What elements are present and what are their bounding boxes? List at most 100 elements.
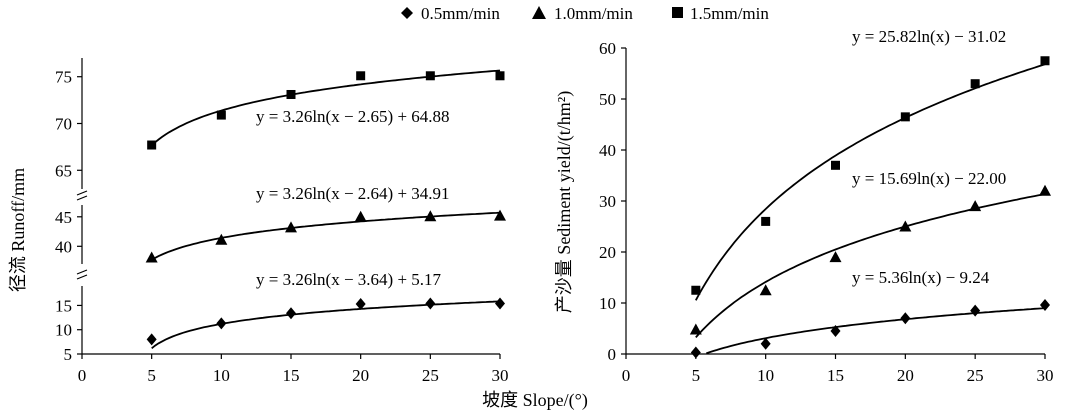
runoff-equation-1.0: y = 3.26ln(x − 2.64) + 34.91 xyxy=(256,184,450,203)
runoff-point-0.5mm/min xyxy=(425,297,436,310)
legend-triangle-marker xyxy=(532,6,546,19)
sediment-point-1.0mm/min xyxy=(829,251,842,263)
runoff-y-tick-label: 45 xyxy=(55,208,72,227)
runoff-data-points xyxy=(145,71,506,346)
sediment-y-tick-label: 40 xyxy=(599,141,616,160)
sediment-equation-1.0: y = 15.69ln(x) − 22.00 xyxy=(852,169,1006,188)
sediment-y-tick-label: 60 xyxy=(599,39,616,58)
legend-item-0.5: 0.5mm/min xyxy=(401,4,500,23)
legend-label-0.5: 0.5mm/min xyxy=(421,4,500,23)
runoff-x-tick-label: 15 xyxy=(283,366,300,385)
sediment-point-0.5mm/min xyxy=(970,304,981,317)
sediment-x-tick-label: 0 xyxy=(622,366,631,385)
runoff-point-1.0mm/min xyxy=(354,210,367,222)
sediment-point-0.5mm/min xyxy=(1040,299,1050,312)
runoff-y-tick-label: 15 xyxy=(55,296,72,315)
sediment-chart: 产沙量 Sediment yield/(t/hm²) 0 5 10 15 20 25 300… xyxy=(554,27,1054,385)
runoff-y-tick-label: 75 xyxy=(55,68,72,87)
runoff-x-tick-label: 10 xyxy=(213,366,230,385)
runoff-x-tick-label: 25 xyxy=(422,366,439,385)
sediment-y-tick-label: 10 xyxy=(599,294,616,313)
sediment-y-tick-label: 20 xyxy=(599,243,616,262)
sediment-point-1.5mm/min xyxy=(970,79,980,89)
legend-label-1.0: 1.0mm/min xyxy=(554,4,633,23)
sediment-point-1.0mm/min xyxy=(899,220,912,232)
runoff-axis-break-mark xyxy=(76,195,88,201)
sediment-y-axis-title: 产沙量 Sediment yield/(t/hm²) xyxy=(554,91,575,313)
runoff-axis-break-mark xyxy=(76,269,88,275)
runoff-fit-curves xyxy=(151,69,501,350)
runoff-point-1.0mm/min xyxy=(215,233,228,245)
sediment-point-1.5mm/min xyxy=(761,216,771,226)
runoff-fit-curve-1.5mm/min xyxy=(151,69,501,146)
runoff-fit-curve-0.5mm/min xyxy=(151,300,501,350)
runoff-point-1.5mm/min xyxy=(356,71,366,81)
sediment-equation-0.5: y = 5.36ln(x) − 9.24 xyxy=(852,268,990,287)
sediment-equation-1.5: y = 25.82ln(x) − 31.02 xyxy=(852,27,1006,46)
runoff-axis-break-mark xyxy=(76,274,88,280)
sediment-fit-curve-1.5mm/min xyxy=(695,63,1046,301)
sediment-y-tick-label: 50 xyxy=(599,90,616,109)
runoff-x-tick-label: 0 xyxy=(78,366,87,385)
sediment-ticks: 0 5 10 15 20 25 30 0 10 20 30 40 50 60 xyxy=(599,39,1054,385)
sediment-point-1.0mm/min xyxy=(759,284,772,296)
sediment-x-tick-label: 15 xyxy=(827,366,844,385)
sediment-point-0.5mm/min xyxy=(900,312,911,325)
runoff-y-axis-title: 径流 Runoff/mm xyxy=(8,168,28,292)
sediment-point-1.0mm/min xyxy=(1039,184,1051,196)
sediment-y-tick-label: 30 xyxy=(599,192,616,211)
sediment-point-1.5mm/min xyxy=(1040,56,1050,66)
runoff-point-1.5mm/min xyxy=(495,71,505,81)
runoff-x-tick-label: 20 xyxy=(352,366,369,385)
runoff-fit-curve-1.0mm/min xyxy=(151,211,501,261)
runoff-equation-0.5: y = 3.26ln(x − 3.64) + 5.17 xyxy=(256,270,442,289)
runoff-point-0.5mm/min xyxy=(146,333,157,346)
runoff-y-tick-label: 10 xyxy=(55,321,72,340)
runoff-axis-break-mark xyxy=(76,190,88,196)
runoff-chart: 径流 Runoff/mm 0 5 10 15 20 25 30510154045657075… xyxy=(8,58,509,385)
sediment-point-0.5mm/min xyxy=(760,337,771,350)
runoff-y-tick-label: 70 xyxy=(55,115,72,134)
sediment-x-tick-label: 20 xyxy=(897,366,914,385)
runoff-point-0.5mm/min xyxy=(216,317,227,330)
runoff-equation-1.5: y = 3.26ln(x − 2.65) + 64.88 xyxy=(256,107,450,126)
runoff-x-tick-label: 30 xyxy=(492,366,509,385)
sediment-x-tick-label: 10 xyxy=(757,366,774,385)
sediment-x-tick-label: 5 xyxy=(692,366,701,385)
sediment-point-0.5mm/min xyxy=(690,346,701,359)
legend: 0.5mm/min 1.0mm/min 1.5mm/min xyxy=(401,4,769,23)
runoff-y-tick-label: 65 xyxy=(55,161,72,180)
sediment-point-1.0mm/min xyxy=(969,200,982,212)
sediment-x-tick-label: 25 xyxy=(967,366,984,385)
runoff-point-1.0mm/min xyxy=(494,209,506,221)
runoff-y-tick-label: 40 xyxy=(55,237,72,256)
runoff-x-tick-label: 5 xyxy=(147,366,156,385)
sediment-point-1.0mm/min xyxy=(689,323,702,335)
runoff-point-1.0mm/min xyxy=(285,221,297,233)
runoff-point-0.5mm/min xyxy=(286,307,296,320)
sediment-x-tick-label: 30 xyxy=(1037,366,1054,385)
sediment-fit-curve-1.0mm/min xyxy=(695,193,1046,339)
runoff-point-1.5mm/min xyxy=(425,71,435,81)
legend-label-1.5: 1.5mm/min xyxy=(690,4,769,23)
runoff-y-tick-label: 5 xyxy=(64,345,73,364)
legend-item-1.0: 1.0mm/min xyxy=(532,4,633,23)
sediment-fit-curves xyxy=(695,63,1046,355)
legend-diamond-marker xyxy=(401,7,413,19)
runoff-point-1.5mm/min xyxy=(286,89,296,99)
sediment-y-tick-label: 0 xyxy=(608,345,617,364)
sediment-point-1.5mm/min xyxy=(691,285,701,295)
runoff-point-1.5mm/min xyxy=(216,110,226,120)
runoff-point-1.5mm/min xyxy=(147,140,157,150)
sediment-data-points xyxy=(689,56,1051,359)
legend-square-marker xyxy=(672,7,683,18)
sediment-point-1.5mm/min xyxy=(831,160,840,170)
runoff-axes xyxy=(76,58,500,355)
sediment-point-0.5mm/min xyxy=(830,325,841,338)
legend-item-1.5: 1.5mm/min xyxy=(672,4,769,23)
shared-x-axis-title: 坡度 Slope/(°) xyxy=(482,390,588,411)
runoff-point-0.5mm/min xyxy=(355,297,366,310)
runoff-point-1.0mm/min xyxy=(145,251,158,263)
